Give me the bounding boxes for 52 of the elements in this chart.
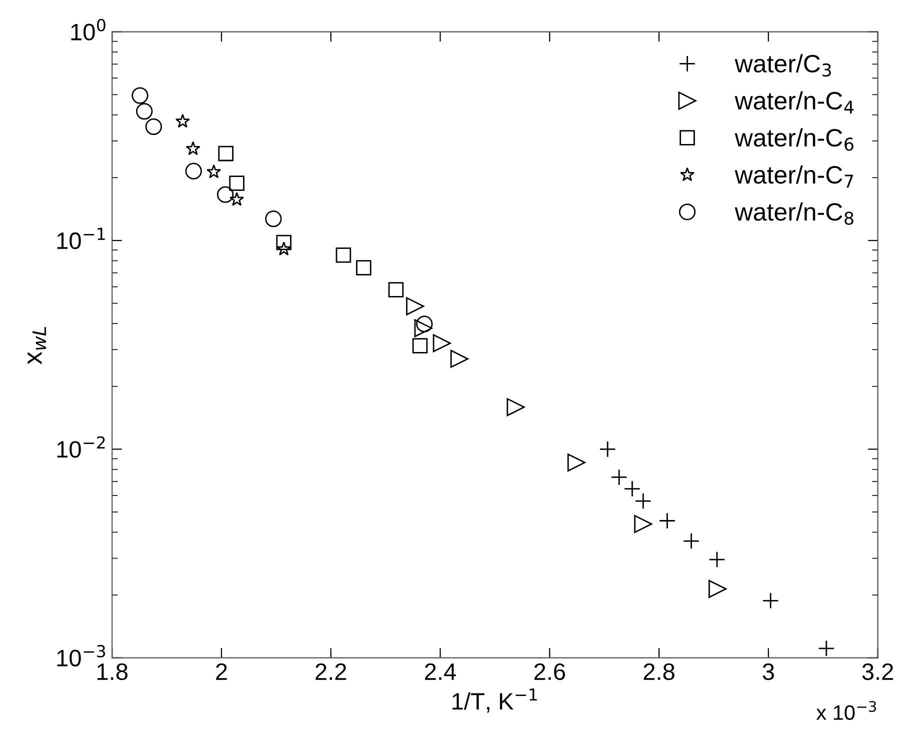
y-tick-label: 10$^{0}$ xyxy=(71,18,106,40)
x-tick-label: 2.8 xyxy=(644,663,674,680)
legend-label: water/n-C$_{7}$ xyxy=(734,165,854,188)
point xyxy=(216,186,234,203)
point xyxy=(708,551,726,568)
point xyxy=(762,592,779,609)
x-tick-label: 3.2 xyxy=(862,663,894,680)
x-tick-label: 3 xyxy=(762,663,774,680)
y-tick-label: 10$^{−1}$ xyxy=(57,228,105,250)
point xyxy=(185,162,202,180)
x-tick-label: 2.4 xyxy=(425,663,456,680)
x-tick-label: 2.6 xyxy=(534,663,566,680)
legend-label: water/n-C$_{6}$ xyxy=(734,128,854,151)
point xyxy=(432,334,451,352)
point xyxy=(682,532,700,550)
point xyxy=(567,454,586,472)
point xyxy=(414,319,432,338)
point xyxy=(634,514,652,534)
point xyxy=(818,640,835,657)
legend-label: water/C$_{3}$ xyxy=(734,54,831,77)
point xyxy=(229,176,244,191)
point xyxy=(132,87,148,104)
legend-label: water/n-C$_{8}$ xyxy=(734,202,854,225)
point xyxy=(412,338,428,354)
point xyxy=(136,102,153,120)
point xyxy=(356,260,372,276)
point xyxy=(506,398,525,416)
point xyxy=(276,242,292,256)
point xyxy=(450,350,468,368)
point xyxy=(186,141,200,156)
point xyxy=(406,297,424,316)
point xyxy=(206,164,222,178)
point xyxy=(416,316,433,332)
point xyxy=(388,282,404,298)
point xyxy=(265,210,282,228)
text: x 10$^{−3}$ xyxy=(816,700,876,720)
point xyxy=(336,247,352,263)
point xyxy=(634,492,652,510)
x-tick-label: 2.2 xyxy=(316,663,346,680)
point xyxy=(218,146,234,162)
y-axis-title: x$_{wL}$ xyxy=(28,326,46,364)
y-tick-label: 10$^{−2}$ xyxy=(57,436,105,458)
x-axis-title: 1/T, K$^{−1}$ xyxy=(452,688,537,713)
point xyxy=(599,440,616,458)
x-tick-label: 2 xyxy=(216,663,227,680)
point xyxy=(708,580,727,598)
point xyxy=(175,114,190,128)
point xyxy=(145,118,162,136)
legend-label: water/n-C$_{4}$ xyxy=(734,91,854,114)
point xyxy=(610,468,628,486)
point xyxy=(276,234,292,250)
point xyxy=(229,192,244,206)
